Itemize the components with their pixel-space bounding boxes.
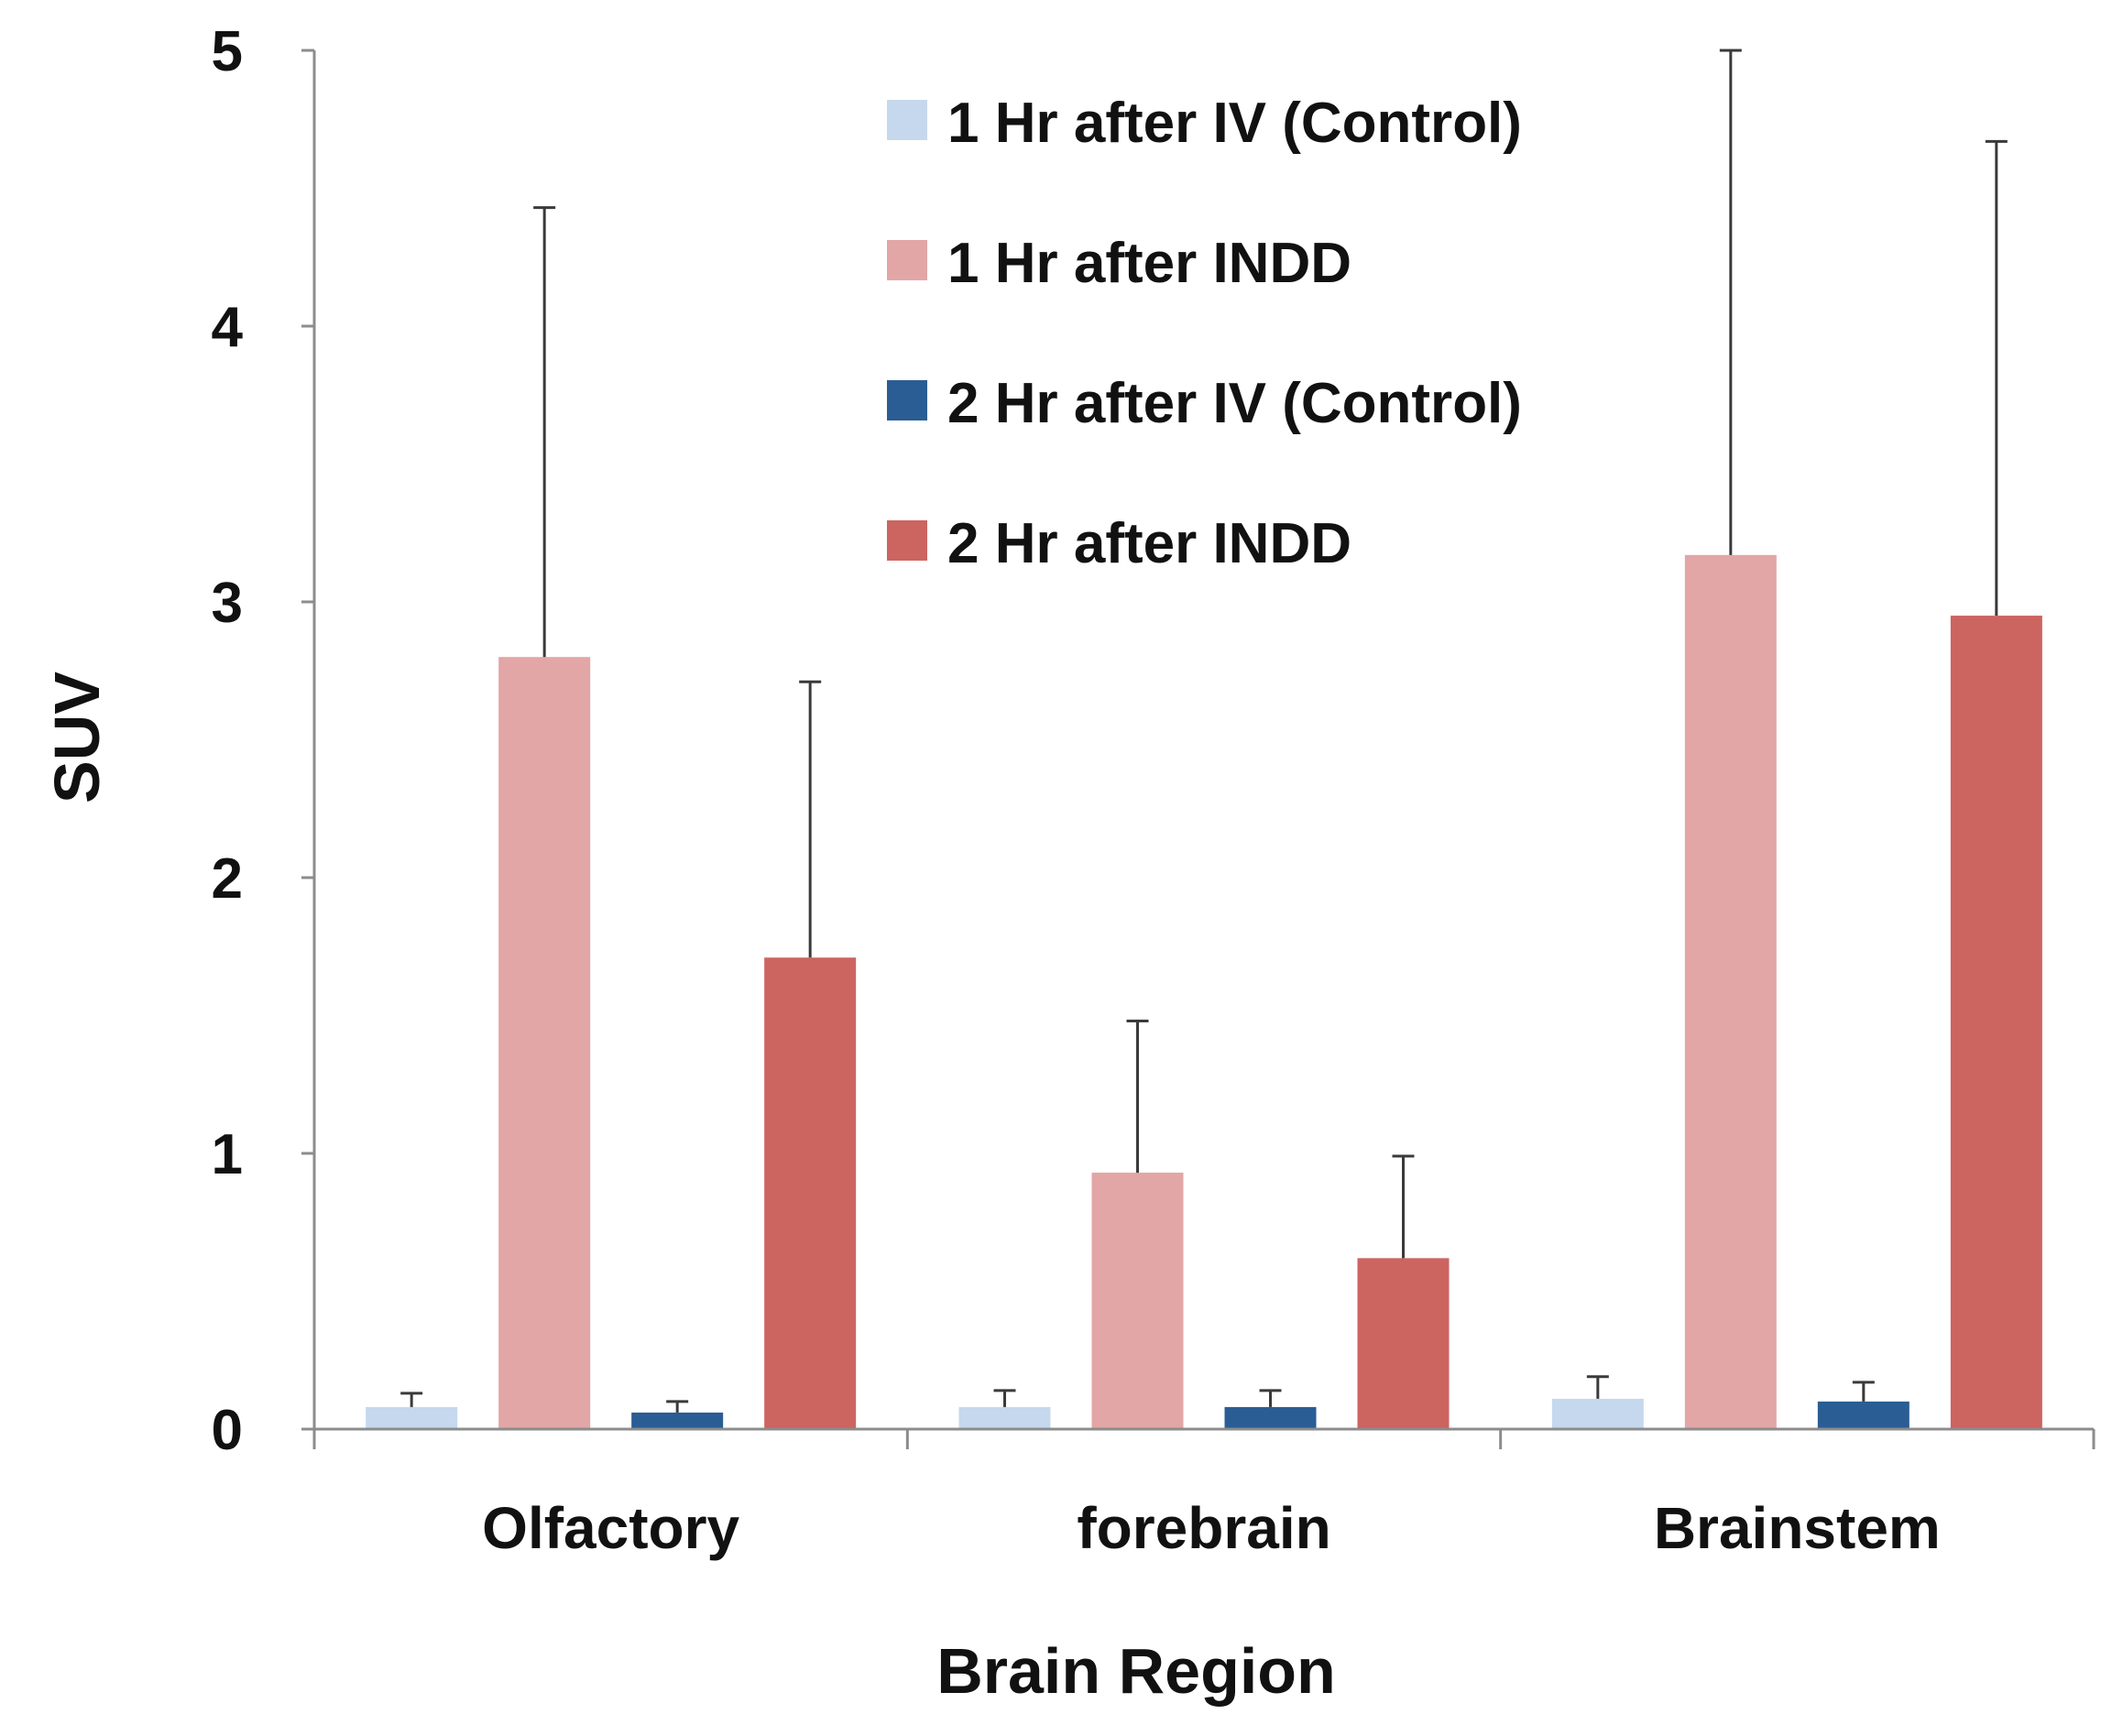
legend-swatch-2 (887, 240, 927, 280)
x-tick-label-forebrain: forebrain (1077, 1495, 1330, 1561)
axes-layer (301, 49, 2096, 1449)
legend-swatch-4 (887, 520, 927, 561)
legend-swatch-3 (887, 380, 927, 420)
y-tick-label-4: 4 (212, 296, 244, 359)
bar-brainstem-series-4 (1950, 616, 2042, 1429)
bar-olfactory-series-2 (498, 657, 591, 1429)
bar-olfactory-series-3 (631, 1412, 724, 1429)
bar-brainstem-series-3 (1817, 1401, 1910, 1429)
legend-label-1: 1 Hr after IV (Control) (947, 92, 1522, 155)
bar-brainstem-series-1 (1551, 1398, 1644, 1429)
y-tick-label-2: 2 (212, 847, 243, 911)
y-tick-label-1: 1 (212, 1123, 243, 1186)
bar-olfactory-series-1 (366, 1406, 458, 1429)
bar-forebrain-series-4 (1357, 1258, 1450, 1429)
legend-label-4: 2 Hr after INDD (947, 512, 1351, 575)
legend-swatch-1 (887, 100, 927, 140)
legend: 1 Hr after IV (Control) 1 Hr after INDD 2 … (887, 92, 1522, 575)
x-axis-title: Brain Region (936, 1635, 1336, 1707)
bar-forebrain-series-3 (1224, 1406, 1317, 1429)
legend-label-2: 1 Hr after INDD (947, 232, 1351, 295)
bars-layer (366, 49, 2042, 1429)
x-tick-label-olfactory: Olfactory (482, 1495, 739, 1561)
legend-label-3: 2 Hr after IV (Control) (947, 372, 1522, 435)
bar-forebrain-series-1 (958, 1406, 1051, 1429)
x-tick-label-brainstem: Brainstem (1654, 1495, 1941, 1561)
x-category-labels: Olfactory forebrain Brainstem (482, 1495, 1941, 1561)
y-tick-label-3: 3 (212, 572, 243, 635)
bar-brainstem-series-2 (1684, 554, 1777, 1429)
y-tick-label-0: 0 (212, 1399, 243, 1462)
y-tick-label-5: 5 (212, 20, 243, 83)
bar-forebrain-series-2 (1091, 1173, 1184, 1429)
y-tick-labels: 0 1 2 3 4 5 (212, 20, 244, 1462)
bar-olfactory-series-4 (764, 957, 857, 1429)
y-axis-title: SUV (41, 671, 113, 803)
